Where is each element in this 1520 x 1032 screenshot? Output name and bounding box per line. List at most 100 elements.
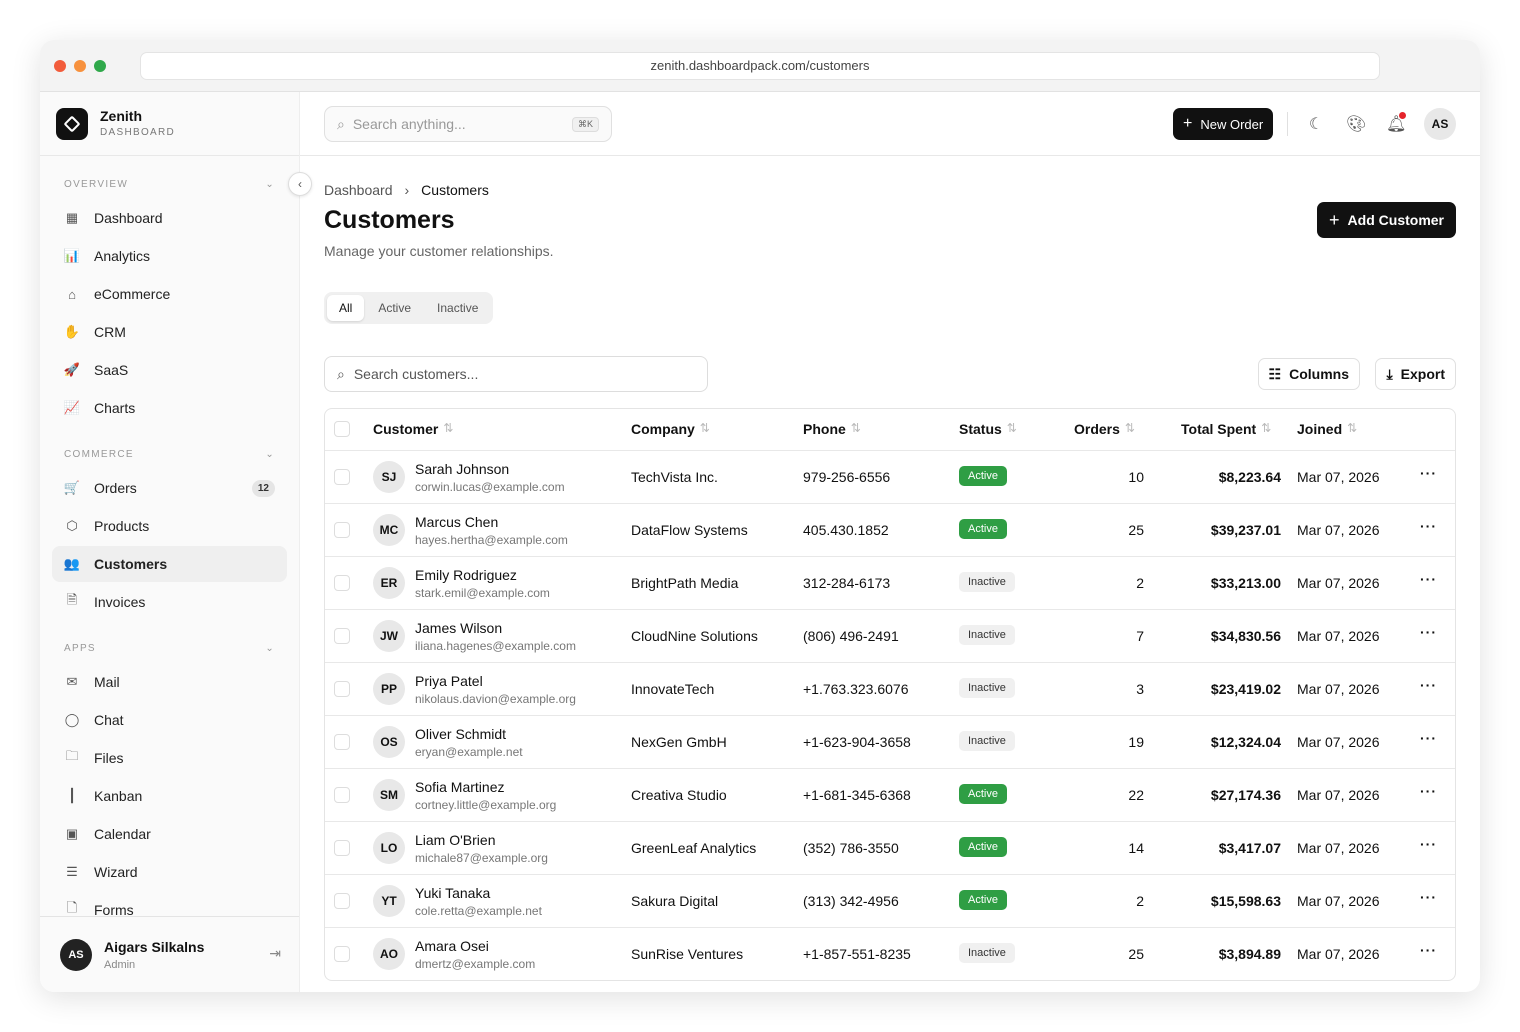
column-header-total-spent[interactable]: Total Spent ⇅ [1181,421,1271,437]
sidebar-section-apps[interactable]: APPS ⌄ [40,634,299,664]
more-actions-icon[interactable]: ··· [1420,942,1437,958]
table-row[interactable]: JW James Wilson iliana.hagenes@example.com… [325,609,1455,662]
maximize-window-button[interactable] [94,60,106,72]
sidebar-item-kanban[interactable]: ┃ Kanban [52,778,287,814]
sidebar-item-forms[interactable]: 🗋 Forms [52,892,287,916]
sidebar-item-crm[interactable]: ✋ CRM [52,314,287,350]
add-customer-button[interactable]: + Add Customer [1317,202,1456,238]
sort-icon[interactable]: ⇅ [699,421,710,435]
sort-icon[interactable]: ⇅ [1124,421,1135,435]
tab-inactive[interactable]: Inactive [437,301,479,315]
table-row[interactable]: MC Marcus Chen hayes.hertha@example.com Dat… [325,503,1455,556]
columns-button[interactable]: ☷ Columns [1257,358,1360,390]
row-checkbox[interactable] [334,522,350,538]
table-row[interactable]: LO Liam O'Brien michale87@example.org Green… [325,821,1455,874]
row-checkbox[interactable] [334,787,350,803]
export-button[interactable]: ⤓ Export [1375,358,1456,390]
sort-icon[interactable]: ⇅ [1006,421,1017,435]
chevron-down-icon[interactable]: ⌄ [265,643,275,654]
logout-icon[interactable]: ⇥ [269,945,281,961]
minimize-window-button[interactable] [74,60,86,72]
table-row[interactable]: OS Oliver Schmidt eryan@example.net NexGen … [325,715,1455,768]
column-header-phone[interactable]: Phone ⇅ [803,421,861,437]
tab-active[interactable]: Active [378,301,412,315]
table-row[interactable]: SM Sofia Martinez cortney.little@example.o… [325,768,1455,821]
table-row[interactable]: YT Yuki Tanaka cole.retta@example.net Sakur… [325,874,1455,927]
customer-search-input[interactable]: ⌕ Search customers... [324,356,708,392]
more-actions-icon[interactable]: ··· [1420,677,1437,693]
customer-name[interactable]: Emily Rodriguez [415,567,517,583]
customer-name[interactable]: Sofia Martinez [415,779,505,795]
table-row[interactable]: ER Emily Rodriguez stark.emil@example.com B… [325,556,1455,609]
select-all-checkbox[interactable] [334,421,350,437]
avatar[interactable]: AS [1424,108,1456,140]
customer-name[interactable]: Yuki Tanaka [415,885,491,901]
more-actions-icon[interactable]: ··· [1420,624,1437,640]
more-actions-icon[interactable]: ··· [1420,836,1437,852]
sidebar-item-saas[interactable]: 🚀 SaaS [52,352,287,388]
sort-icon[interactable]: ⇅ [1261,421,1272,435]
breadcrumb-dashboard[interactable]: Dashboard [324,182,393,198]
more-actions-icon[interactable]: ··· [1420,889,1437,905]
sidebar-item-analytics[interactable]: 📊 Analytics [52,238,287,274]
new-order-button[interactable]: + New Order [1173,108,1274,140]
close-window-button[interactable] [54,60,66,72]
more-actions-icon[interactable]: ··· [1420,571,1437,587]
customer-name[interactable]: Marcus Chen [415,514,499,530]
row-checkbox[interactable] [334,469,350,485]
customer-name[interactable]: Priya Patel [415,673,483,689]
sidebar-item-label: Orders [94,480,137,496]
customer-name[interactable]: Liam O'Brien [415,832,496,848]
palette-icon[interactable]: 🎨︎ [1346,116,1367,133]
column-header-orders[interactable]: Orders ⇅ [1074,421,1135,437]
collapse-sidebar-button[interactable]: ‹ [288,172,312,196]
sidebar-section-overview[interactable]: OVERVIEW ⌄ [40,170,299,200]
row-checkbox[interactable] [334,734,350,750]
user-profile[interactable]: AS Aigars Silkalns Admin ⇥ [40,916,299,992]
sidebar-item-customers[interactable]: 👥 Customers [52,546,287,582]
sidebar-item-calendar[interactable]: ▣ Calendar [52,816,287,852]
sidebar-section-commerce[interactable]: COMMERCE ⌄ [40,440,299,470]
column-header-company[interactable]: Company ⇅ [631,421,710,437]
column-header-status[interactable]: Status ⇅ [959,421,1017,437]
row-checkbox[interactable] [334,893,350,909]
customer-name[interactable]: James Wilson [415,620,503,636]
sidebar-item-wizard[interactable]: ☰ Wizard [52,854,287,890]
row-checkbox[interactable] [334,840,350,856]
sidebar-item-chat[interactable]: ◯ Chat [52,702,287,738]
sort-icon[interactable]: ⇅ [1347,421,1358,435]
row-checkbox[interactable] [334,681,350,697]
sidebar-item-mail[interactable]: ✉ Mail [52,664,287,700]
sidebar-item-charts[interactable]: 📈 Charts [52,390,287,426]
chevron-down-icon[interactable]: ⌄ [265,179,275,190]
more-actions-icon[interactable]: ··· [1420,783,1437,799]
more-actions-icon[interactable]: ··· [1420,518,1437,534]
table-row[interactable]: SJ Sarah Johnson corwin.lucas@example.com T… [325,450,1455,503]
sidebar-item-ecommerce[interactable]: ⌂ eCommerce [52,276,287,312]
row-checkbox[interactable] [334,628,350,644]
customer-name[interactable]: Oliver Schmidt [415,726,507,742]
sidebar-item-dashboard[interactable]: ▦ Dashboard [52,200,287,236]
chevron-down-icon[interactable]: ⌄ [265,449,275,460]
row-checkbox[interactable] [334,575,350,591]
table-row[interactable]: PP Priya Patel nikolaus.davion@example.org… [325,662,1455,715]
bell-icon[interactable]: 🔔︎ [1386,112,1406,134]
column-header-joined[interactable]: Joined ⇅ [1297,421,1357,437]
more-actions-icon[interactable]: ··· [1420,465,1437,481]
address-bar[interactable]: zenith.dashboardpack.com/customers [140,52,1380,80]
sidebar-item-orders[interactable]: 🛒 Orders 12 [52,470,287,506]
table-row[interactable]: AO Amara Osei dmertz@example.com SunRise Ve… [325,927,1455,980]
sort-icon[interactable]: ⇅ [850,421,861,435]
row-checkbox[interactable] [334,946,350,962]
more-actions-icon[interactable]: ··· [1420,730,1437,746]
sidebar-item-products[interactable]: ⬡ Products [52,508,287,544]
sidebar-item-files[interactable]: 🗀 Files [52,740,287,776]
moon-icon[interactable]: ☾ [1308,116,1324,133]
customer-name[interactable]: Amara Osei [415,938,489,954]
sidebar-item-invoices[interactable]: 🗎 Invoices [52,584,287,620]
sort-icon[interactable]: ⇅ [443,421,454,435]
global-search-input[interactable]: ⌕ Search anything... ⌘K [324,106,612,142]
customer-name[interactable]: Sarah Johnson [415,461,510,477]
column-header-customer[interactable]: Customer ⇅ [373,421,453,437]
tab-all[interactable]: All [327,295,365,321]
